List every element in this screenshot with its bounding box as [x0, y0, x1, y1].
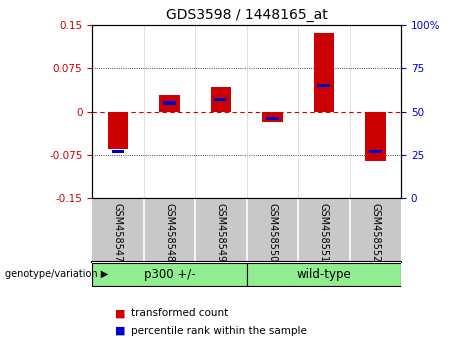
Bar	[159, 95, 180, 112]
Text: GSM458549: GSM458549	[216, 203, 226, 262]
Bar	[313, 33, 334, 112]
Text: ■: ■	[115, 326, 126, 336]
Text: GSM458551: GSM458551	[319, 203, 329, 263]
Bar	[112, 150, 124, 153]
Bar	[262, 112, 283, 122]
Text: genotype/variation ▶: genotype/variation ▶	[5, 269, 108, 279]
Bar	[318, 84, 330, 87]
Text: GSM458547: GSM458547	[113, 203, 123, 263]
Bar	[369, 150, 382, 153]
Bar	[266, 117, 279, 120]
Bar	[365, 112, 385, 161]
Bar	[92, 263, 247, 285]
Bar	[107, 112, 128, 149]
Text: GSM458552: GSM458552	[370, 203, 380, 263]
Text: GSM458550: GSM458550	[267, 203, 278, 263]
Bar	[163, 101, 176, 104]
Text: p300 +/-: p300 +/-	[144, 268, 195, 281]
Text: transformed count: transformed count	[131, 308, 229, 318]
Bar	[247, 263, 401, 285]
Bar	[211, 87, 231, 112]
Title: GDS3598 / 1448165_at: GDS3598 / 1448165_at	[166, 8, 327, 22]
Text: wild-type: wild-type	[296, 268, 351, 281]
Text: GSM458548: GSM458548	[165, 203, 174, 262]
Text: ■: ■	[115, 308, 126, 318]
Bar	[214, 98, 227, 101]
Text: percentile rank within the sample: percentile rank within the sample	[131, 326, 307, 336]
